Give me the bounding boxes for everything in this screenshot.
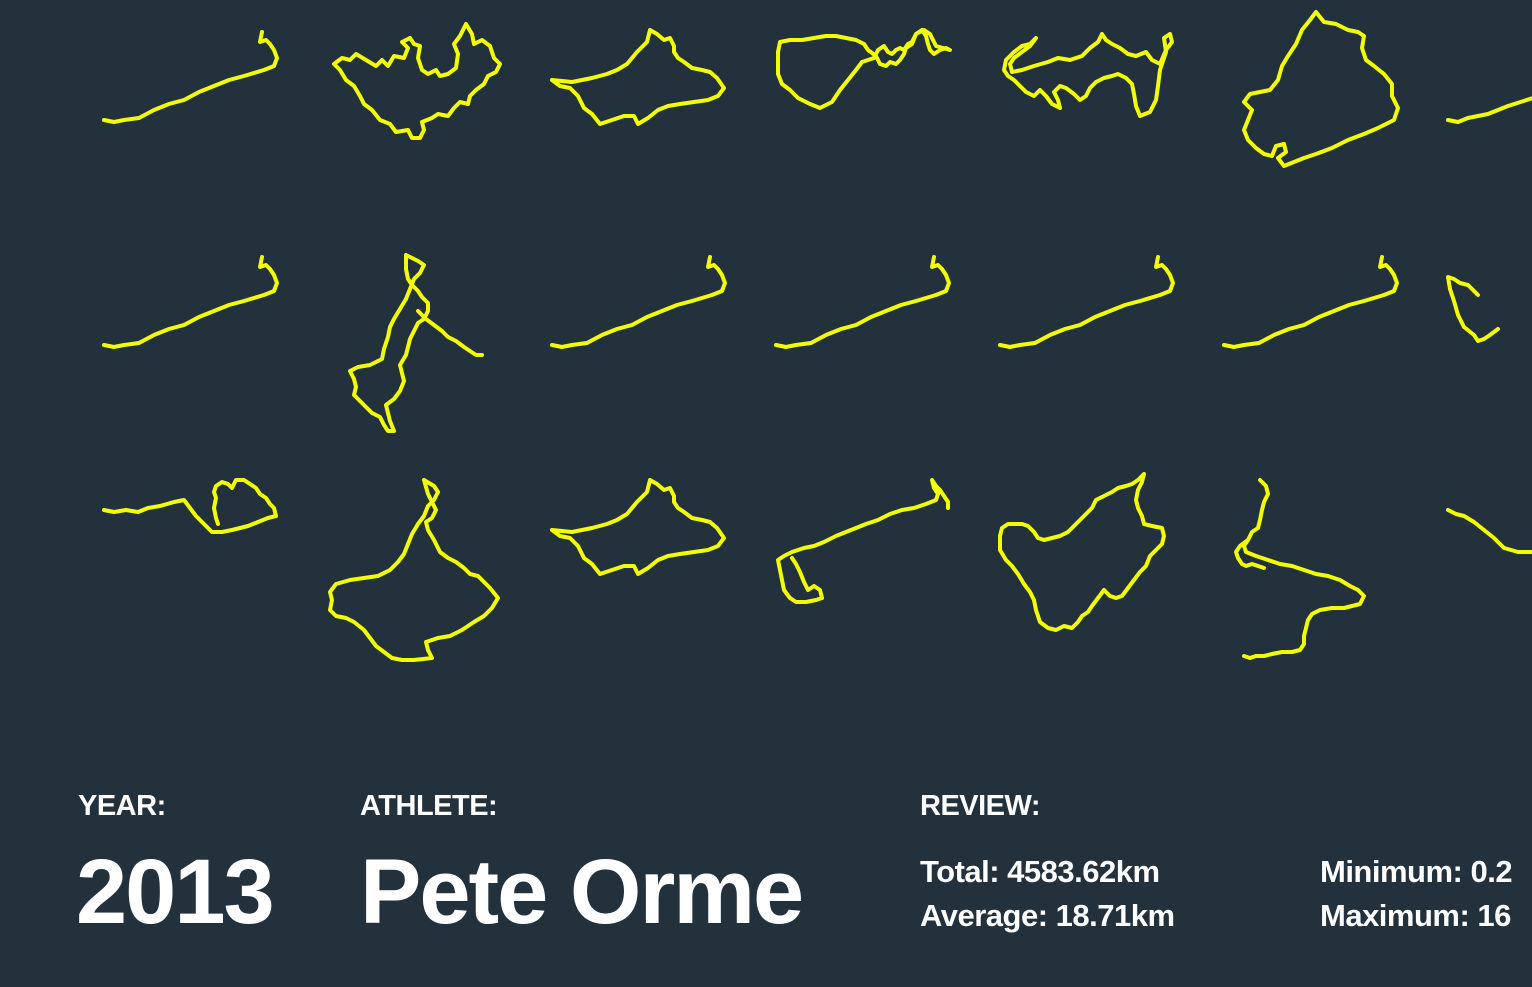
route-commute-r2c5 bbox=[998, 255, 1175, 349]
route-loop-spur-r3c2 bbox=[328, 478, 500, 662]
route-spur-branch-r2c2 bbox=[348, 253, 484, 433]
route-commute-r1c1 bbox=[102, 30, 279, 124]
total-distance: Total: 4583.62km bbox=[920, 854, 1160, 889]
athlete-name: Pete Orme bbox=[360, 841, 804, 943]
route-commute-partial-r1c7 bbox=[1446, 96, 1532, 124]
review-label: REVIEW: bbox=[920, 790, 1041, 822]
route-commute-r2c1 bbox=[102, 255, 279, 349]
year-label: YEAR: bbox=[78, 790, 166, 822]
route-loop-small-r3c1 bbox=[102, 478, 278, 534]
route-loop-hill-r3c5 bbox=[998, 472, 1166, 632]
route-out-back-r3c6 bbox=[1234, 478, 1366, 660]
route-loop-partial-r3c7 bbox=[1446, 508, 1532, 554]
route-loop-east-r3c3 bbox=[550, 478, 726, 576]
route-commute-hook-r3c4 bbox=[776, 478, 950, 604]
route-commute-r2c3 bbox=[550, 255, 727, 349]
route-loop-north-r1c2 bbox=[332, 22, 502, 140]
route-commute-r2c6 bbox=[1222, 255, 1399, 349]
route-loop-large-r1c6 bbox=[1242, 10, 1400, 168]
minimum-distance: Minimum: 0.2 bbox=[1320, 854, 1513, 889]
average-distance: Average: 18.71km bbox=[920, 898, 1175, 933]
route-grid bbox=[102, 10, 1532, 662]
route-commute-r2c4 bbox=[774, 255, 951, 349]
athlete-label: ATHLETE: bbox=[360, 790, 498, 822]
route-loop-south-r1c4 bbox=[776, 28, 952, 110]
maximum-distance: Maximum: 16 bbox=[1320, 898, 1511, 933]
route-loop-west-r1c5 bbox=[1002, 32, 1174, 118]
route-loop-north-partial-r2c7 bbox=[1446, 275, 1500, 343]
year-value: 2013 bbox=[76, 841, 275, 943]
route-loop-east-r1c3 bbox=[550, 28, 726, 126]
